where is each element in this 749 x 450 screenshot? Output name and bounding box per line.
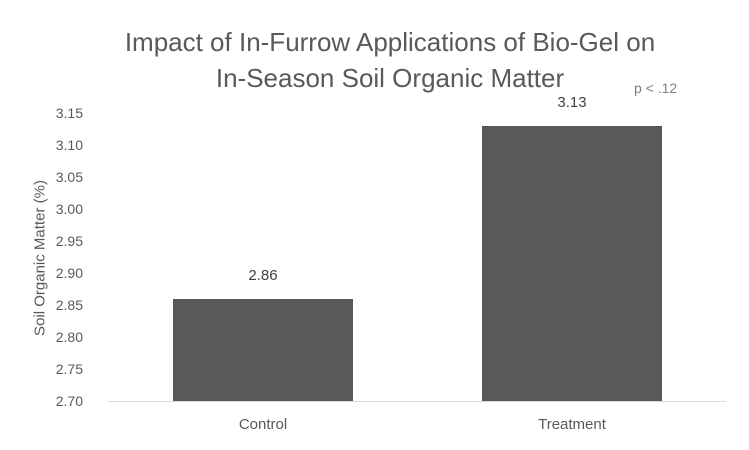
y-tick: 2.85 [55,297,83,313]
x-category-control: Control [238,416,288,433]
y-tick: 3.10 [55,137,83,153]
y-tick: 3.00 [55,201,83,217]
x-axis-line [108,401,726,402]
data-label-treatment: 3.13 [557,93,587,111]
y-tick: 3.05 [55,169,83,185]
y-tick: 2.75 [55,361,83,377]
y-tick: 2.95 [55,233,83,249]
chart-title: Impact of In-Furrow Applications of Bio-… [60,24,720,96]
chart-title-line-1: Impact of In-Furrow Applications of Bio-… [124,27,656,57]
chart-title-line-2: In-Season Soil Organic Matter [215,63,565,93]
p-value-annotation: p < .12 [634,80,678,96]
bar-treatment [482,125,662,401]
data-label-control: 2.86 [248,266,278,284]
y-tick: 2.80 [55,329,83,345]
y-axis-label: Soil Organic Matter (%) [31,180,49,336]
bar-control [173,298,353,401]
y-tick: 3.15 [55,105,83,121]
y-tick: 2.70 [55,393,83,409]
y-tick: 2.90 [55,265,83,281]
x-category-treatment: Treatment [538,416,606,433]
